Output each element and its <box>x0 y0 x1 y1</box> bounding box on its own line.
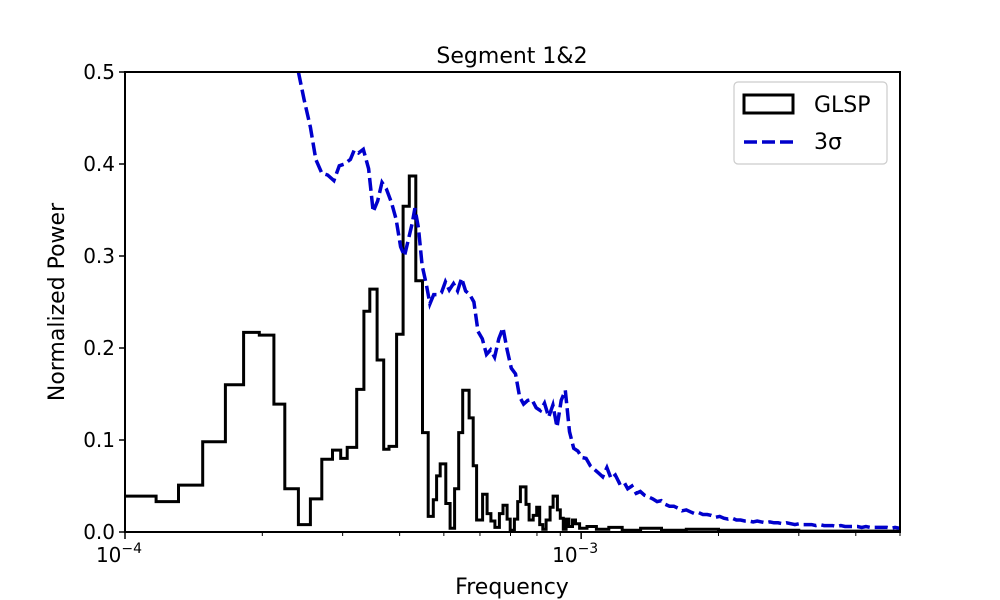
legend: GLSP 3σ <box>733 81 888 165</box>
x-axis-ticks: 10−4 10−3 <box>96 532 901 567</box>
y-tick-label: 0.0 <box>83 520 115 544</box>
x-tick-label: 10−4 <box>96 541 142 567</box>
legend-3sigma-label: 3σ <box>814 130 842 155</box>
legend-glsp-label: GLSP <box>814 93 871 118</box>
y-axis-ticks: 0.0 0.1 0.2 0.3 0.4 0.5 <box>83 60 125 544</box>
y-tick-label: 0.2 <box>83 336 115 360</box>
y-tick-label: 0.1 <box>83 428 115 452</box>
x-tick-label: 10−3 <box>552 541 598 567</box>
chart-title: Segment 1&2 <box>436 44 587 69</box>
plot-area <box>125 71 901 533</box>
y-tick-label: 0.3 <box>83 244 115 268</box>
sigma3-series-line <box>296 71 901 531</box>
y-tick-label: 0.4 <box>83 152 115 176</box>
x-axis-label: Frequency <box>455 575 569 600</box>
legend-glsp-swatch <box>742 93 795 115</box>
y-axis-label: Normalized Power <box>45 202 70 401</box>
plot-frame <box>124 71 901 533</box>
glsp-series-line <box>125 174 900 533</box>
y-tick-label: 0.5 <box>83 60 115 84</box>
